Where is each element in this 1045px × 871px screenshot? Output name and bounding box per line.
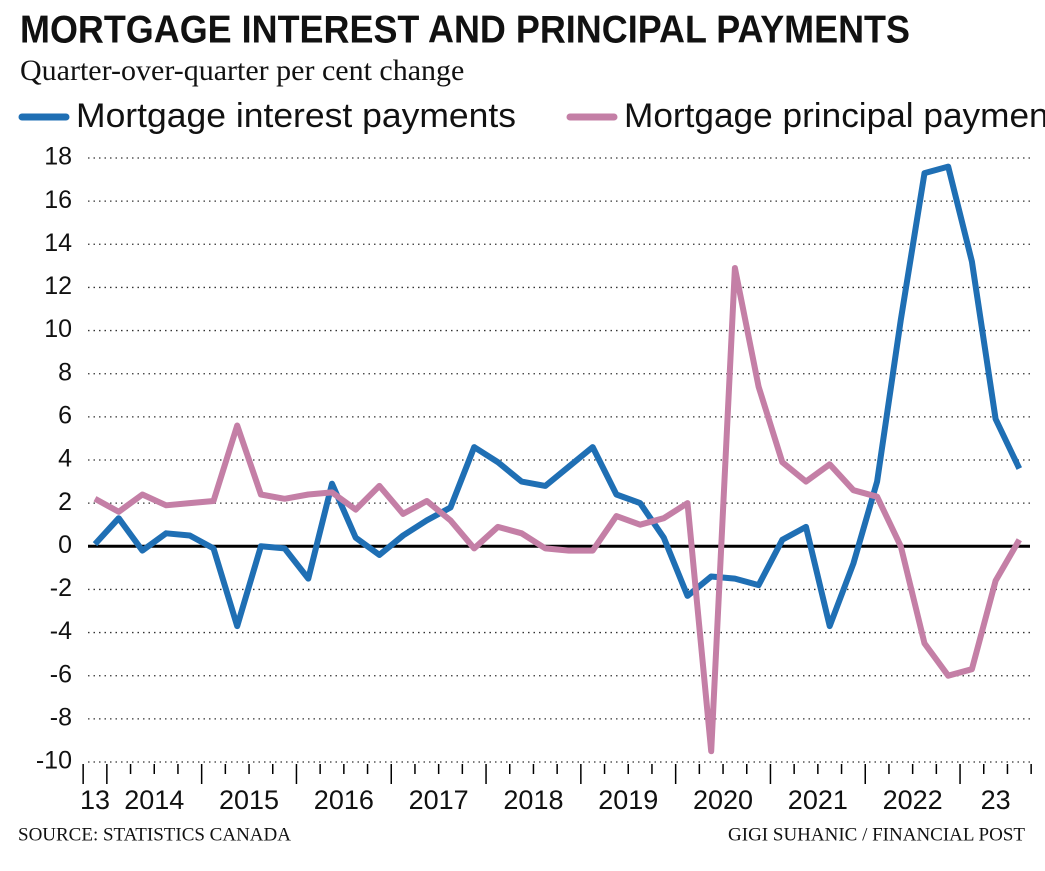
y-tick-label: 16 bbox=[44, 186, 72, 214]
x-tick-label: 2017 bbox=[409, 785, 469, 815]
series-line bbox=[93, 265, 1022, 755]
y-tick-label: -2 bbox=[50, 574, 72, 602]
x-tick-label: 13 bbox=[80, 785, 110, 815]
y-tick-label: 0 bbox=[58, 531, 72, 559]
y-tick-label: -4 bbox=[50, 617, 72, 645]
x-tick-label: 2022 bbox=[883, 785, 943, 815]
y-tick-label: -10 bbox=[36, 747, 72, 775]
source: SOURCE: STATISTICS CANADA bbox=[18, 824, 291, 845]
credit: GIGI SUHANIC / FINANCIAL POST bbox=[728, 824, 1025, 845]
y-tick-label: 4 bbox=[58, 445, 72, 473]
x-tick-label: 2016 bbox=[314, 785, 374, 815]
x-tick-label: 2019 bbox=[598, 785, 658, 815]
y-tick-label: 12 bbox=[44, 272, 72, 300]
x-tick-label: 2018 bbox=[503, 785, 563, 815]
x-tick-label: 23 bbox=[981, 785, 1011, 815]
x-tick-label: 2014 bbox=[124, 785, 184, 815]
chart-title: MORTGAGE INTEREST AND PRINCIPAL PAYMENTS bbox=[20, 8, 910, 51]
y-tick-label: 10 bbox=[44, 315, 72, 343]
x-tick-label: 2020 bbox=[693, 785, 753, 815]
y-tick-label: -8 bbox=[50, 703, 72, 731]
y-tick-label: 6 bbox=[58, 401, 72, 429]
y-tick-label: 8 bbox=[58, 358, 72, 386]
x-tick-label: 2021 bbox=[788, 785, 848, 815]
x-tick-label: 2015 bbox=[219, 785, 279, 815]
legend-label: Mortgage interest payments bbox=[76, 97, 516, 135]
series-line bbox=[92, 163, 1023, 630]
y-tick-label: -6 bbox=[50, 660, 72, 688]
y-tick-label: 2 bbox=[58, 488, 72, 516]
y-tick-label: 18 bbox=[44, 143, 72, 171]
chart-subtitle: Quarter-over-quarter per cent change bbox=[20, 54, 464, 87]
y-tick-label: 14 bbox=[44, 229, 72, 257]
legend-label: Mortgage principal payments bbox=[624, 97, 1045, 135]
